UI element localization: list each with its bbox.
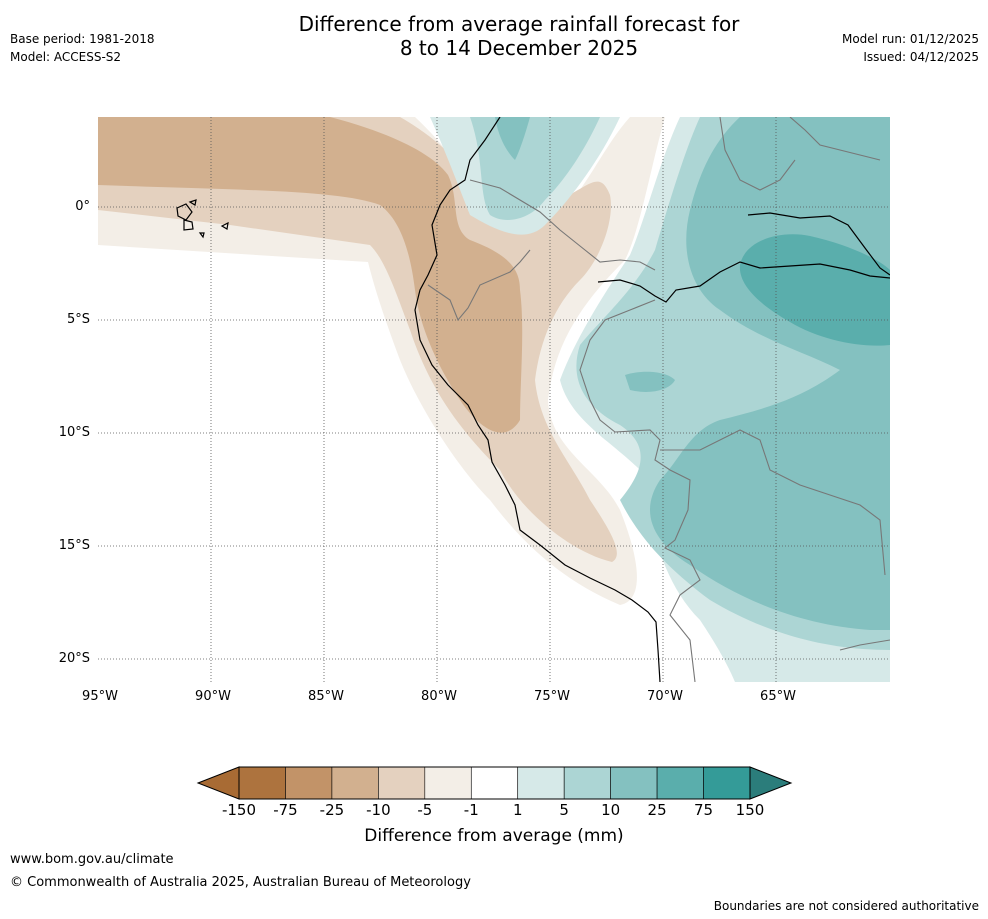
issued-date: Issued: 04/12/2025 [863, 50, 979, 64]
base-period: Base period: 1981-2018 [10, 32, 155, 46]
model-name: Model: ACCESS-S2 [10, 50, 122, 64]
colorbar-cell [285, 766, 333, 800]
colorbar-low-extend [196, 766, 240, 800]
colorbar-tick-label: -10 [366, 801, 391, 819]
colorbar-cell [610, 766, 658, 800]
lat-label-0: 0° [75, 199, 90, 214]
dry-region-medium-light [98, 117, 617, 562]
coastline [414, 117, 661, 682]
colorbar-cell [517, 766, 565, 800]
lon-label-80w: 80°W [421, 689, 457, 704]
lat-label-20s: 20°S [58, 651, 90, 666]
title-line-1: Difference from average rainfall forecas… [298, 12, 740, 36]
colorbar-tick-label: -25 [319, 801, 345, 819]
lon-label-65w: 65°W [760, 689, 796, 704]
footer-disclaimer: Boundaries are not considered authoritat… [713, 899, 979, 913]
colorbar-cell [470, 766, 519, 800]
colorbar-tick-label: -5 [417, 801, 433, 819]
galapagos-islands [176, 199, 229, 239]
wet-patch-peru [625, 371, 675, 392]
lon-label-95w: 95°W [82, 689, 118, 704]
lon-label-90w: 90°W [195, 689, 231, 704]
colorbar-cell [563, 766, 611, 800]
lon-label-70w: 70°W [647, 689, 683, 704]
colorbar-tick-label: 150 [735, 801, 765, 819]
colorbar-tick-label: 75 [693, 801, 714, 819]
colorbar-tick-label: -1 [463, 801, 479, 819]
wet-region-medium-light-north [470, 117, 600, 220]
colorbar [196, 766, 793, 800]
colorbar-cell [424, 766, 472, 800]
wet-region-strong [739, 234, 890, 346]
meta-right: Model run: 01/12/2025 Issued: 04/12/2025 [842, 30, 979, 66]
title-line-2: 8 to 14 December 2025 [399, 36, 639, 60]
graticule [98, 117, 890, 682]
colorbar-tick-label: -75 [273, 801, 298, 819]
lat-label-10s: 10°S [58, 425, 90, 440]
colorbar-tick-label: 10 [601, 801, 621, 819]
meta-left: Base period: 1981-2018 Model: ACCESS-S2 [10, 30, 155, 66]
model-run: Model run: 01/12/2025 [841, 32, 979, 46]
lat-label-5s: 5°S [66, 312, 90, 327]
colorbar-cell [378, 766, 426, 800]
footer-website[interactable]: www.bom.gov.au/climate [10, 852, 174, 867]
colorbar-tick-label: -150 [221, 801, 257, 819]
map-field [98, 117, 890, 682]
amazon-river [597, 261, 890, 303]
colorbar-high-extend [749, 766, 793, 800]
colorbar-cell [656, 766, 704, 800]
colorbar-tick-label: 5 [559, 801, 569, 819]
lon-label-75w: 75°W [534, 689, 570, 704]
colorbar-tick-label: 1 [512, 801, 523, 819]
lon-label-85w: 85°W [308, 689, 344, 704]
dry-region-medium [98, 117, 523, 433]
lat-label-15s: 15°S [58, 538, 90, 553]
country-borders [427, 117, 890, 682]
colorbar-cell [331, 766, 379, 800]
colorbar-tick-label: 25 [647, 801, 667, 819]
wet-patch-north [495, 117, 530, 160]
colorbar-cells [238, 766, 751, 800]
footer-copyright: © Commonwealth of Australia 2025, Austra… [10, 875, 471, 890]
map-title: Difference from average rainfall forecas… [194, 12, 844, 60]
river-north [747, 212, 890, 276]
colorbar-cell [238, 766, 286, 800]
colorbar-outline [238, 766, 751, 800]
colorbar-cell [703, 766, 751, 800]
colorbar-title: Difference from average (mm) [364, 826, 624, 846]
